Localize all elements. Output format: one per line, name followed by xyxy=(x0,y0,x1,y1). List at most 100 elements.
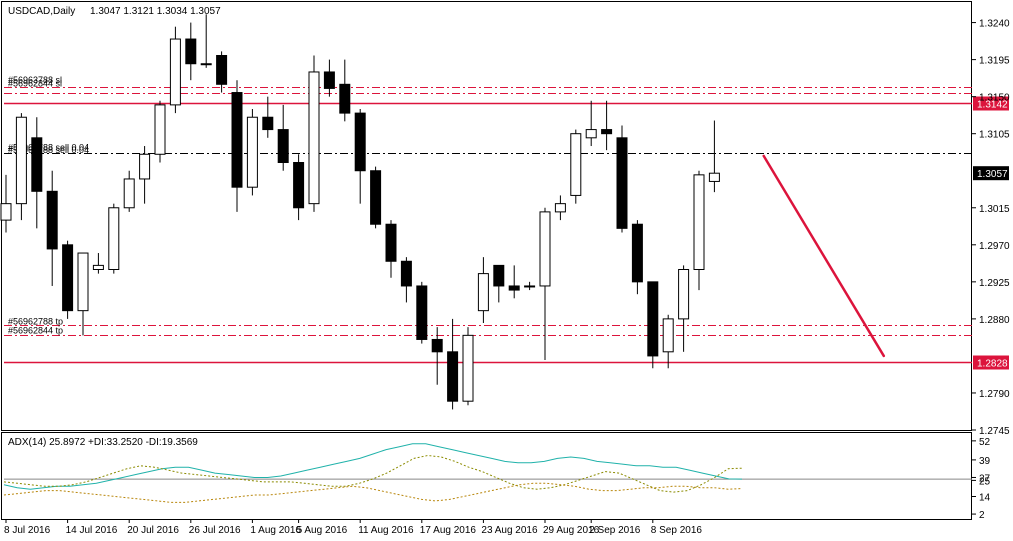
candle xyxy=(416,281,428,344)
candle xyxy=(308,55,320,212)
candle-body xyxy=(277,129,289,163)
y-tick-label: 1.2790 xyxy=(979,389,1010,400)
candle xyxy=(693,170,705,291)
y-tick-label: 1.3105 xyxy=(979,130,1010,141)
candle-body xyxy=(308,71,320,205)
chart-symbol-title: USDCAD,Daily xyxy=(8,6,75,17)
y-tick-label: 1.2970 xyxy=(979,241,1010,252)
candle-body xyxy=(216,55,228,85)
candle xyxy=(385,220,397,278)
candle-body xyxy=(231,92,243,188)
adx-y-tick-label: 14 xyxy=(979,493,991,504)
candle-body xyxy=(493,264,505,287)
candle-body xyxy=(447,351,459,402)
level-price-tag xyxy=(973,96,1009,111)
x-tick-label: 8 Sep 2016 xyxy=(651,525,703,536)
x-tick-label: 20 Jul 2016 xyxy=(127,525,179,536)
x-tick-label: 14 Jul 2016 xyxy=(66,525,118,536)
candle xyxy=(77,252,89,336)
candle xyxy=(662,314,674,369)
candle xyxy=(354,109,366,204)
candle xyxy=(31,117,43,229)
candle-body xyxy=(31,137,43,192)
x-tick-label: 2 Sep 2016 xyxy=(589,525,641,536)
candle xyxy=(678,265,690,352)
candle-body xyxy=(462,334,474,402)
order-label: #56963788 sell 0.04 xyxy=(8,145,89,155)
y-tick-label: 1.3195 xyxy=(979,56,1010,67)
candle-body xyxy=(15,116,27,205)
candle-body xyxy=(262,116,274,131)
candle xyxy=(647,281,659,369)
candle-body xyxy=(108,207,120,270)
candle xyxy=(154,100,166,163)
candle xyxy=(462,327,474,406)
candle xyxy=(323,59,335,97)
candle xyxy=(370,166,382,229)
candle xyxy=(108,203,120,274)
candle xyxy=(616,125,628,233)
order-label: #56963788 sl xyxy=(8,75,62,85)
candle xyxy=(708,120,720,193)
x-tick-label: 29 Aug 2016 xyxy=(543,525,600,536)
order-label: #56962844 sl xyxy=(8,78,62,88)
candle xyxy=(524,281,536,291)
candle xyxy=(15,113,27,221)
y-tick-label: 1.3240 xyxy=(979,19,1010,30)
candle xyxy=(0,174,12,233)
candle-body xyxy=(339,83,351,114)
adx-series-di xyxy=(3,482,743,503)
y-tick-label: 1.2925 xyxy=(979,278,1010,289)
candle-body xyxy=(154,104,166,155)
candle xyxy=(293,154,305,221)
candle-body xyxy=(416,285,428,340)
candle xyxy=(246,109,258,196)
candle xyxy=(447,318,459,410)
candle-body xyxy=(477,273,489,312)
candle-body xyxy=(585,129,597,139)
candle xyxy=(139,146,151,204)
candle-body xyxy=(293,162,305,209)
order-label: #56962788 sell 0.04 xyxy=(8,143,89,153)
adx-y-tick-label: 25 xyxy=(979,476,991,487)
x-tick-label: 17 Aug 2016 xyxy=(420,525,477,536)
x-tick-label: 8 Jul 2016 xyxy=(4,525,51,536)
candle xyxy=(200,14,212,68)
candle-body xyxy=(46,190,58,250)
trend-line xyxy=(762,154,886,358)
candle xyxy=(339,59,351,122)
candle-body xyxy=(647,281,659,357)
candle xyxy=(570,129,582,204)
candle-body xyxy=(323,71,335,89)
level-price-label: 1.2828 xyxy=(977,359,1008,370)
candle-body xyxy=(678,269,690,320)
candle xyxy=(185,22,197,81)
candle-body xyxy=(554,203,566,213)
candle-body xyxy=(662,318,674,353)
candle-body xyxy=(631,223,643,283)
candle xyxy=(277,104,289,171)
candle xyxy=(92,253,104,274)
candle xyxy=(231,80,243,212)
candle-body xyxy=(601,129,613,135)
ohlc-header: 1.3047 1.3121 1.3034 1.3057 xyxy=(90,6,221,17)
candle-body xyxy=(616,137,628,229)
candle-body xyxy=(370,170,382,225)
y-tick-label: 1.2880 xyxy=(979,315,1010,326)
x-tick-label: 1 Aug 2016 xyxy=(250,525,301,536)
candle-body xyxy=(354,112,366,172)
adx-series-di xyxy=(3,454,743,493)
candle xyxy=(46,170,58,286)
candle-body xyxy=(708,172,720,182)
candle xyxy=(477,257,489,323)
candle-body xyxy=(77,252,89,312)
candle xyxy=(585,100,597,147)
adx-y-tick-label: 39 xyxy=(979,456,991,467)
candle xyxy=(631,220,643,295)
order-label: #56962788 tp xyxy=(8,316,63,326)
x-tick-label: 23 Aug 2016 xyxy=(481,525,538,536)
level-price-label: 1.3142 xyxy=(977,100,1008,111)
current-price-tag xyxy=(973,166,1009,181)
x-tick-label: 26 Jul 2016 xyxy=(189,525,241,536)
